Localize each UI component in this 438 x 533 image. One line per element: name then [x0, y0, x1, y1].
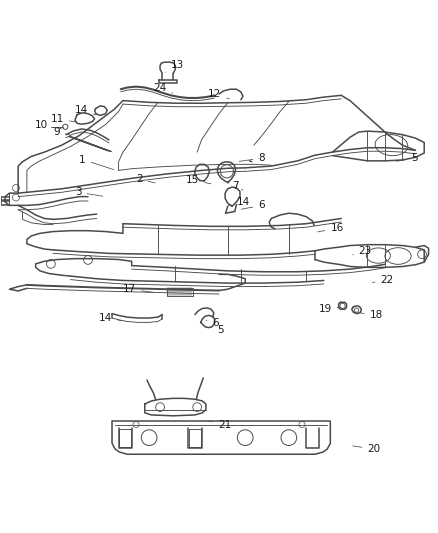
Text: 24: 24 — [153, 83, 173, 93]
Text: 14: 14 — [75, 105, 96, 115]
Text: 13: 13 — [166, 60, 184, 72]
Text: 22: 22 — [372, 274, 394, 285]
Text: 17: 17 — [123, 284, 153, 294]
Text: 6: 6 — [206, 318, 219, 328]
Text: 10: 10 — [35, 120, 61, 131]
Text: 21: 21 — [208, 419, 231, 430]
Text: 1: 1 — [79, 155, 114, 169]
Text: 11: 11 — [51, 114, 76, 124]
Text: 14: 14 — [99, 313, 122, 323]
Bar — [189, 430, 201, 447]
Text: 3: 3 — [75, 187, 103, 197]
Text: 14: 14 — [228, 197, 250, 207]
Text: 16: 16 — [318, 223, 343, 233]
Text: 18: 18 — [359, 310, 383, 320]
Text: 5: 5 — [211, 325, 223, 335]
Text: 15: 15 — [186, 175, 211, 185]
Text: 8: 8 — [239, 153, 265, 163]
Text: 6: 6 — [241, 200, 265, 211]
Text: 20: 20 — [353, 444, 381, 454]
Text: 12: 12 — [208, 89, 230, 99]
Text: 9: 9 — [53, 127, 70, 137]
Text: 23: 23 — [353, 246, 372, 256]
Text: 2: 2 — [136, 174, 155, 184]
Text: 7: 7 — [232, 181, 243, 191]
Text: 5: 5 — [396, 153, 418, 163]
Text: 19: 19 — [318, 304, 341, 314]
Bar — [120, 430, 131, 447]
